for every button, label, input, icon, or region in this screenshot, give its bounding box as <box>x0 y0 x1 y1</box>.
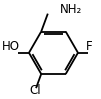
Text: HO: HO <box>2 40 20 53</box>
Text: F: F <box>86 40 93 53</box>
Text: Cl: Cl <box>29 84 41 97</box>
Text: NH₂: NH₂ <box>60 3 82 16</box>
